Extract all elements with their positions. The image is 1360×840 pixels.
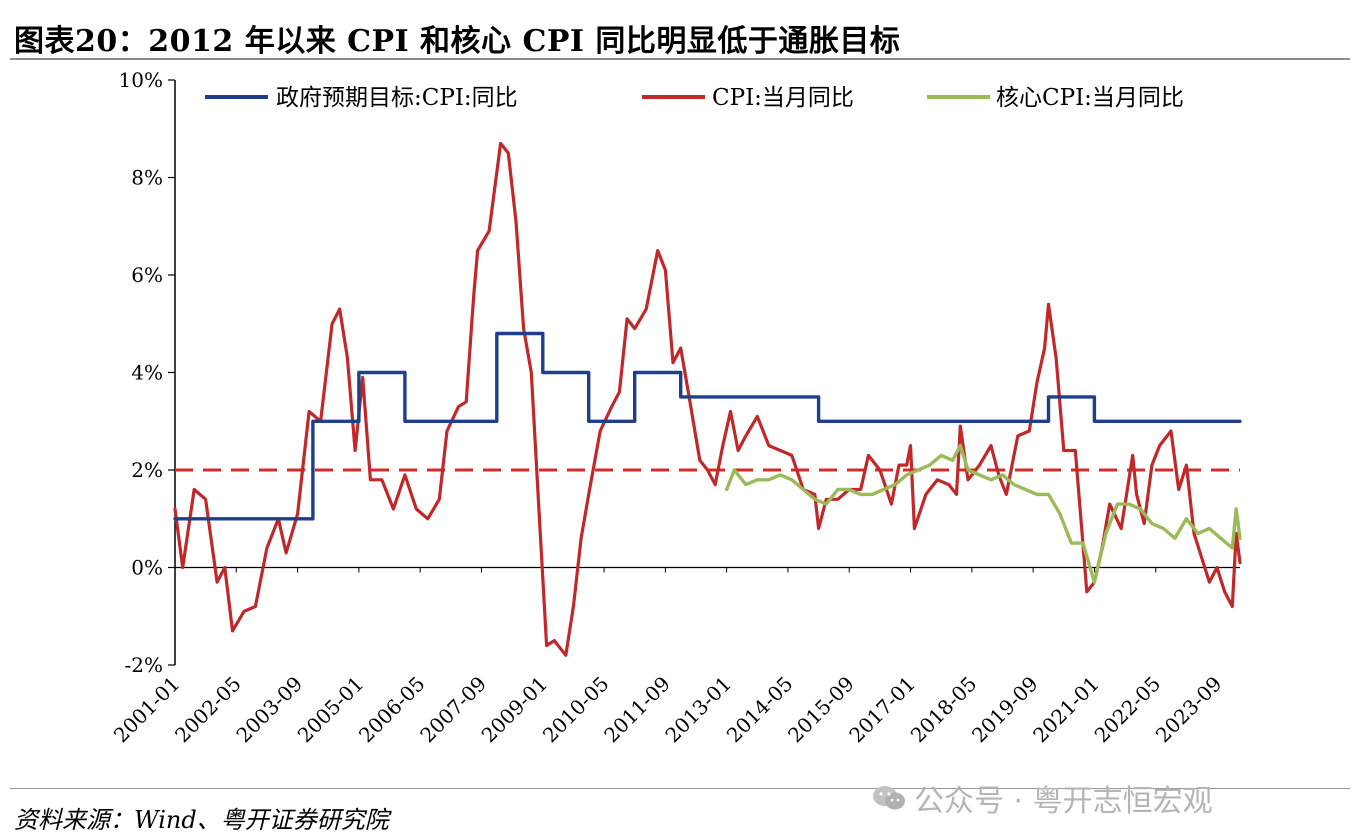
x-tick-label: 2018-05 [906, 672, 982, 748]
x-tick-label: 2002-05 [170, 672, 246, 748]
chart-title: 图表20：2012 年以来 CPI 和核心 CPI 同比明显低于通胀目标 [14, 24, 901, 59]
y-tick-label: 0% [131, 556, 163, 580]
x-tick-label: 2022-05 [1090, 672, 1166, 748]
x-tick-label: 2019-09 [967, 672, 1043, 748]
wechat-icon [873, 786, 905, 810]
y-tick-label: 2% [131, 458, 163, 482]
x-tick-label: 2010-05 [538, 672, 614, 748]
legend-label: CPI:当月同比 [712, 85, 854, 111]
watermark-text: 公众号 · 粤开志恒宏观 [914, 784, 1213, 819]
x-tick-label: 2006-05 [354, 672, 430, 748]
footer-divider [10, 788, 1350, 789]
y-tick-label: 10% [119, 68, 163, 92]
x-tick-label: 2003-09 [231, 672, 307, 748]
x-tick-label: 2007-09 [415, 672, 491, 748]
legend-label: 核心CPI:当月同比 [996, 85, 1184, 111]
x-tick-label: 2011-09 [599, 672, 675, 748]
watermark: 公众号 · 粤开志恒宏观 [872, 776, 1213, 820]
source-note: 资料来源：Wind、粤开证券研究院 [14, 806, 389, 834]
x-tick-label: 2013-01 [660, 672, 736, 748]
gov-target-line [173, 331, 1242, 521]
x-tick-label: 2015-09 [783, 672, 859, 748]
x-tick-label: 2009-01 [477, 672, 553, 748]
y-tick-label: -2% [125, 653, 164, 677]
y-tick-label: 4% [131, 361, 163, 385]
x-tick-label: 2023-09 [1151, 672, 1227, 748]
x-tick-label: 2021-01 [1028, 672, 1104, 748]
legend-label: 政府预期目标:CPI:同比 [276, 85, 518, 111]
x-tick-label: 2014-05 [722, 672, 798, 748]
core-cpi-line [725, 443, 1242, 584]
x-tick-label: 2001-01 [109, 672, 185, 748]
y-tick-label: 8% [131, 166, 163, 190]
title-bar: 图表20：2012 年以来 CPI 和核心 CPI 同比明显低于通胀目标 [10, 8, 1350, 60]
cpi-line [173, 141, 1242, 657]
x-tick-label: 2017-01 [844, 672, 920, 748]
x-tick-label: 2005-01 [293, 672, 369, 748]
y-tick-label: 6% [131, 263, 163, 287]
